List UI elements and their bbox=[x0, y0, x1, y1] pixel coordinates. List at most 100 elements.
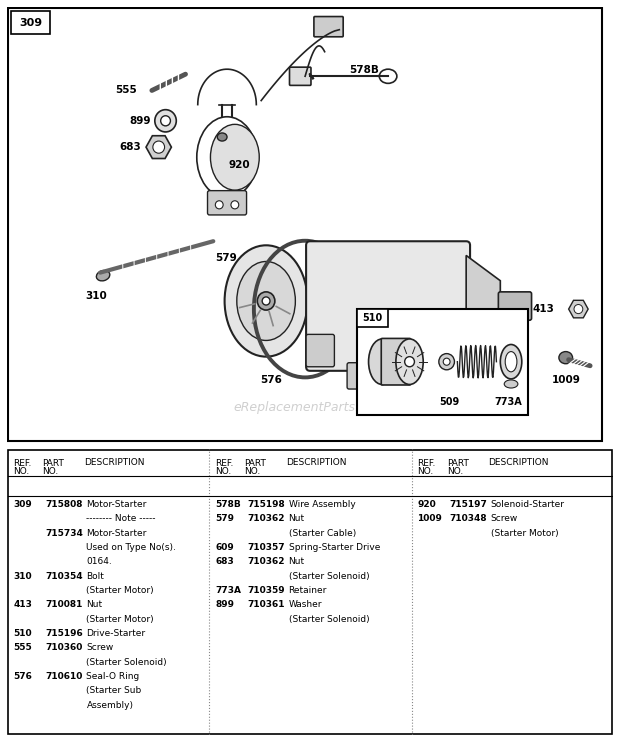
Ellipse shape bbox=[237, 261, 295, 341]
Text: 510: 510 bbox=[13, 629, 32, 638]
Text: 1009: 1009 bbox=[417, 514, 442, 523]
Text: Nut: Nut bbox=[288, 514, 304, 523]
Text: NO.: NO. bbox=[446, 467, 463, 476]
Text: Wire Assembly: Wire Assembly bbox=[288, 500, 355, 509]
Ellipse shape bbox=[368, 339, 396, 385]
Text: Washer: Washer bbox=[288, 600, 322, 609]
Text: Motor-Starter: Motor-Starter bbox=[87, 500, 147, 509]
Text: 413: 413 bbox=[532, 304, 554, 314]
Bar bbox=[357, 309, 528, 415]
Text: Assembly): Assembly) bbox=[87, 701, 133, 710]
Text: (Starter Solenoid): (Starter Solenoid) bbox=[288, 571, 369, 580]
Text: Nut: Nut bbox=[87, 600, 103, 609]
Text: 715196: 715196 bbox=[45, 629, 83, 638]
Bar bbox=[357, 309, 388, 327]
Text: 773A: 773A bbox=[215, 586, 241, 595]
Text: eReplacementParts.com: eReplacementParts.com bbox=[234, 401, 386, 414]
Text: 715734: 715734 bbox=[45, 529, 83, 538]
Text: (Starter Motor): (Starter Motor) bbox=[87, 615, 154, 623]
Ellipse shape bbox=[396, 339, 423, 385]
FancyBboxPatch shape bbox=[290, 67, 311, 86]
Text: 579: 579 bbox=[215, 514, 234, 523]
Text: 899: 899 bbox=[215, 600, 234, 609]
Ellipse shape bbox=[197, 117, 257, 198]
Text: 710610: 710610 bbox=[45, 672, 83, 681]
Ellipse shape bbox=[404, 371, 415, 383]
Ellipse shape bbox=[361, 371, 373, 383]
Ellipse shape bbox=[504, 380, 518, 388]
Text: 310: 310 bbox=[86, 291, 107, 301]
Text: DESCRIPTION: DESCRIPTION bbox=[286, 458, 347, 467]
Text: NO.: NO. bbox=[13, 467, 30, 476]
Text: 578B: 578B bbox=[349, 65, 379, 75]
Text: 555: 555 bbox=[115, 86, 136, 95]
Ellipse shape bbox=[500, 344, 522, 379]
Text: 710357: 710357 bbox=[247, 543, 285, 552]
Text: 710361: 710361 bbox=[247, 600, 285, 609]
FancyBboxPatch shape bbox=[498, 292, 531, 320]
Bar bbox=[11, 11, 50, 33]
Text: (Starter Cable): (Starter Cable) bbox=[288, 529, 356, 538]
Ellipse shape bbox=[153, 141, 164, 153]
Text: (Starter Solenoid): (Starter Solenoid) bbox=[87, 658, 167, 667]
Text: 579: 579 bbox=[215, 254, 237, 263]
Text: Motor-Starter: Motor-Starter bbox=[87, 529, 147, 538]
FancyBboxPatch shape bbox=[314, 16, 343, 36]
Text: 710362: 710362 bbox=[247, 514, 285, 523]
Text: Nut: Nut bbox=[288, 557, 304, 566]
Text: Screw: Screw bbox=[490, 514, 518, 523]
FancyBboxPatch shape bbox=[208, 190, 247, 215]
Ellipse shape bbox=[505, 352, 517, 372]
Text: PART: PART bbox=[446, 458, 469, 467]
Text: 773A: 773A bbox=[494, 397, 522, 407]
Text: 710348: 710348 bbox=[450, 514, 487, 523]
Text: 920: 920 bbox=[417, 500, 436, 509]
Text: DESCRIPTION: DESCRIPTION bbox=[489, 458, 549, 467]
Ellipse shape bbox=[224, 246, 308, 356]
Text: 715197: 715197 bbox=[450, 500, 487, 509]
Text: 715198: 715198 bbox=[247, 500, 285, 509]
Text: 576: 576 bbox=[13, 672, 32, 681]
Ellipse shape bbox=[210, 124, 259, 190]
Text: Retainer: Retainer bbox=[288, 586, 327, 595]
Text: Seal-O Ring: Seal-O Ring bbox=[87, 672, 140, 681]
Text: 710081: 710081 bbox=[45, 600, 83, 609]
Text: REF.: REF. bbox=[215, 458, 234, 467]
Text: (Starter Motor): (Starter Motor) bbox=[87, 586, 154, 595]
Polygon shape bbox=[466, 255, 500, 356]
Text: 920: 920 bbox=[229, 161, 250, 170]
Ellipse shape bbox=[405, 356, 414, 367]
Text: 413: 413 bbox=[13, 600, 32, 609]
Text: 710360: 710360 bbox=[45, 644, 83, 652]
Text: NO.: NO. bbox=[245, 467, 261, 476]
Text: PART: PART bbox=[245, 458, 267, 467]
Text: -------- Note -----: -------- Note ----- bbox=[87, 514, 156, 523]
Text: 576: 576 bbox=[260, 375, 282, 385]
FancyBboxPatch shape bbox=[381, 339, 410, 385]
Text: Bolt: Bolt bbox=[87, 571, 104, 580]
Text: (Starter Solenoid): (Starter Solenoid) bbox=[288, 615, 369, 623]
Text: 683: 683 bbox=[120, 142, 141, 152]
Text: 309: 309 bbox=[19, 18, 42, 28]
Text: Solenoid-Starter: Solenoid-Starter bbox=[490, 500, 565, 509]
Text: NO.: NO. bbox=[417, 467, 433, 476]
Text: Used on Type No(s).: Used on Type No(s). bbox=[87, 543, 176, 552]
Ellipse shape bbox=[161, 116, 171, 126]
Text: (Starter Motor): (Starter Motor) bbox=[490, 529, 558, 538]
FancyBboxPatch shape bbox=[347, 363, 429, 389]
Text: 510: 510 bbox=[362, 313, 383, 323]
Text: 710359: 710359 bbox=[247, 586, 285, 595]
Text: 509: 509 bbox=[440, 397, 459, 407]
Text: 309: 309 bbox=[13, 500, 32, 509]
Text: 555: 555 bbox=[13, 644, 32, 652]
Text: Screw: Screw bbox=[87, 644, 113, 652]
Text: Spring-Starter Drive: Spring-Starter Drive bbox=[288, 543, 380, 552]
FancyBboxPatch shape bbox=[306, 334, 334, 367]
Ellipse shape bbox=[379, 69, 397, 83]
Text: 1009: 1009 bbox=[552, 375, 581, 385]
Text: 683: 683 bbox=[215, 557, 234, 566]
Text: 0164.: 0164. bbox=[87, 557, 112, 566]
Ellipse shape bbox=[559, 352, 572, 364]
Text: 715808: 715808 bbox=[45, 500, 83, 509]
Ellipse shape bbox=[231, 201, 239, 209]
